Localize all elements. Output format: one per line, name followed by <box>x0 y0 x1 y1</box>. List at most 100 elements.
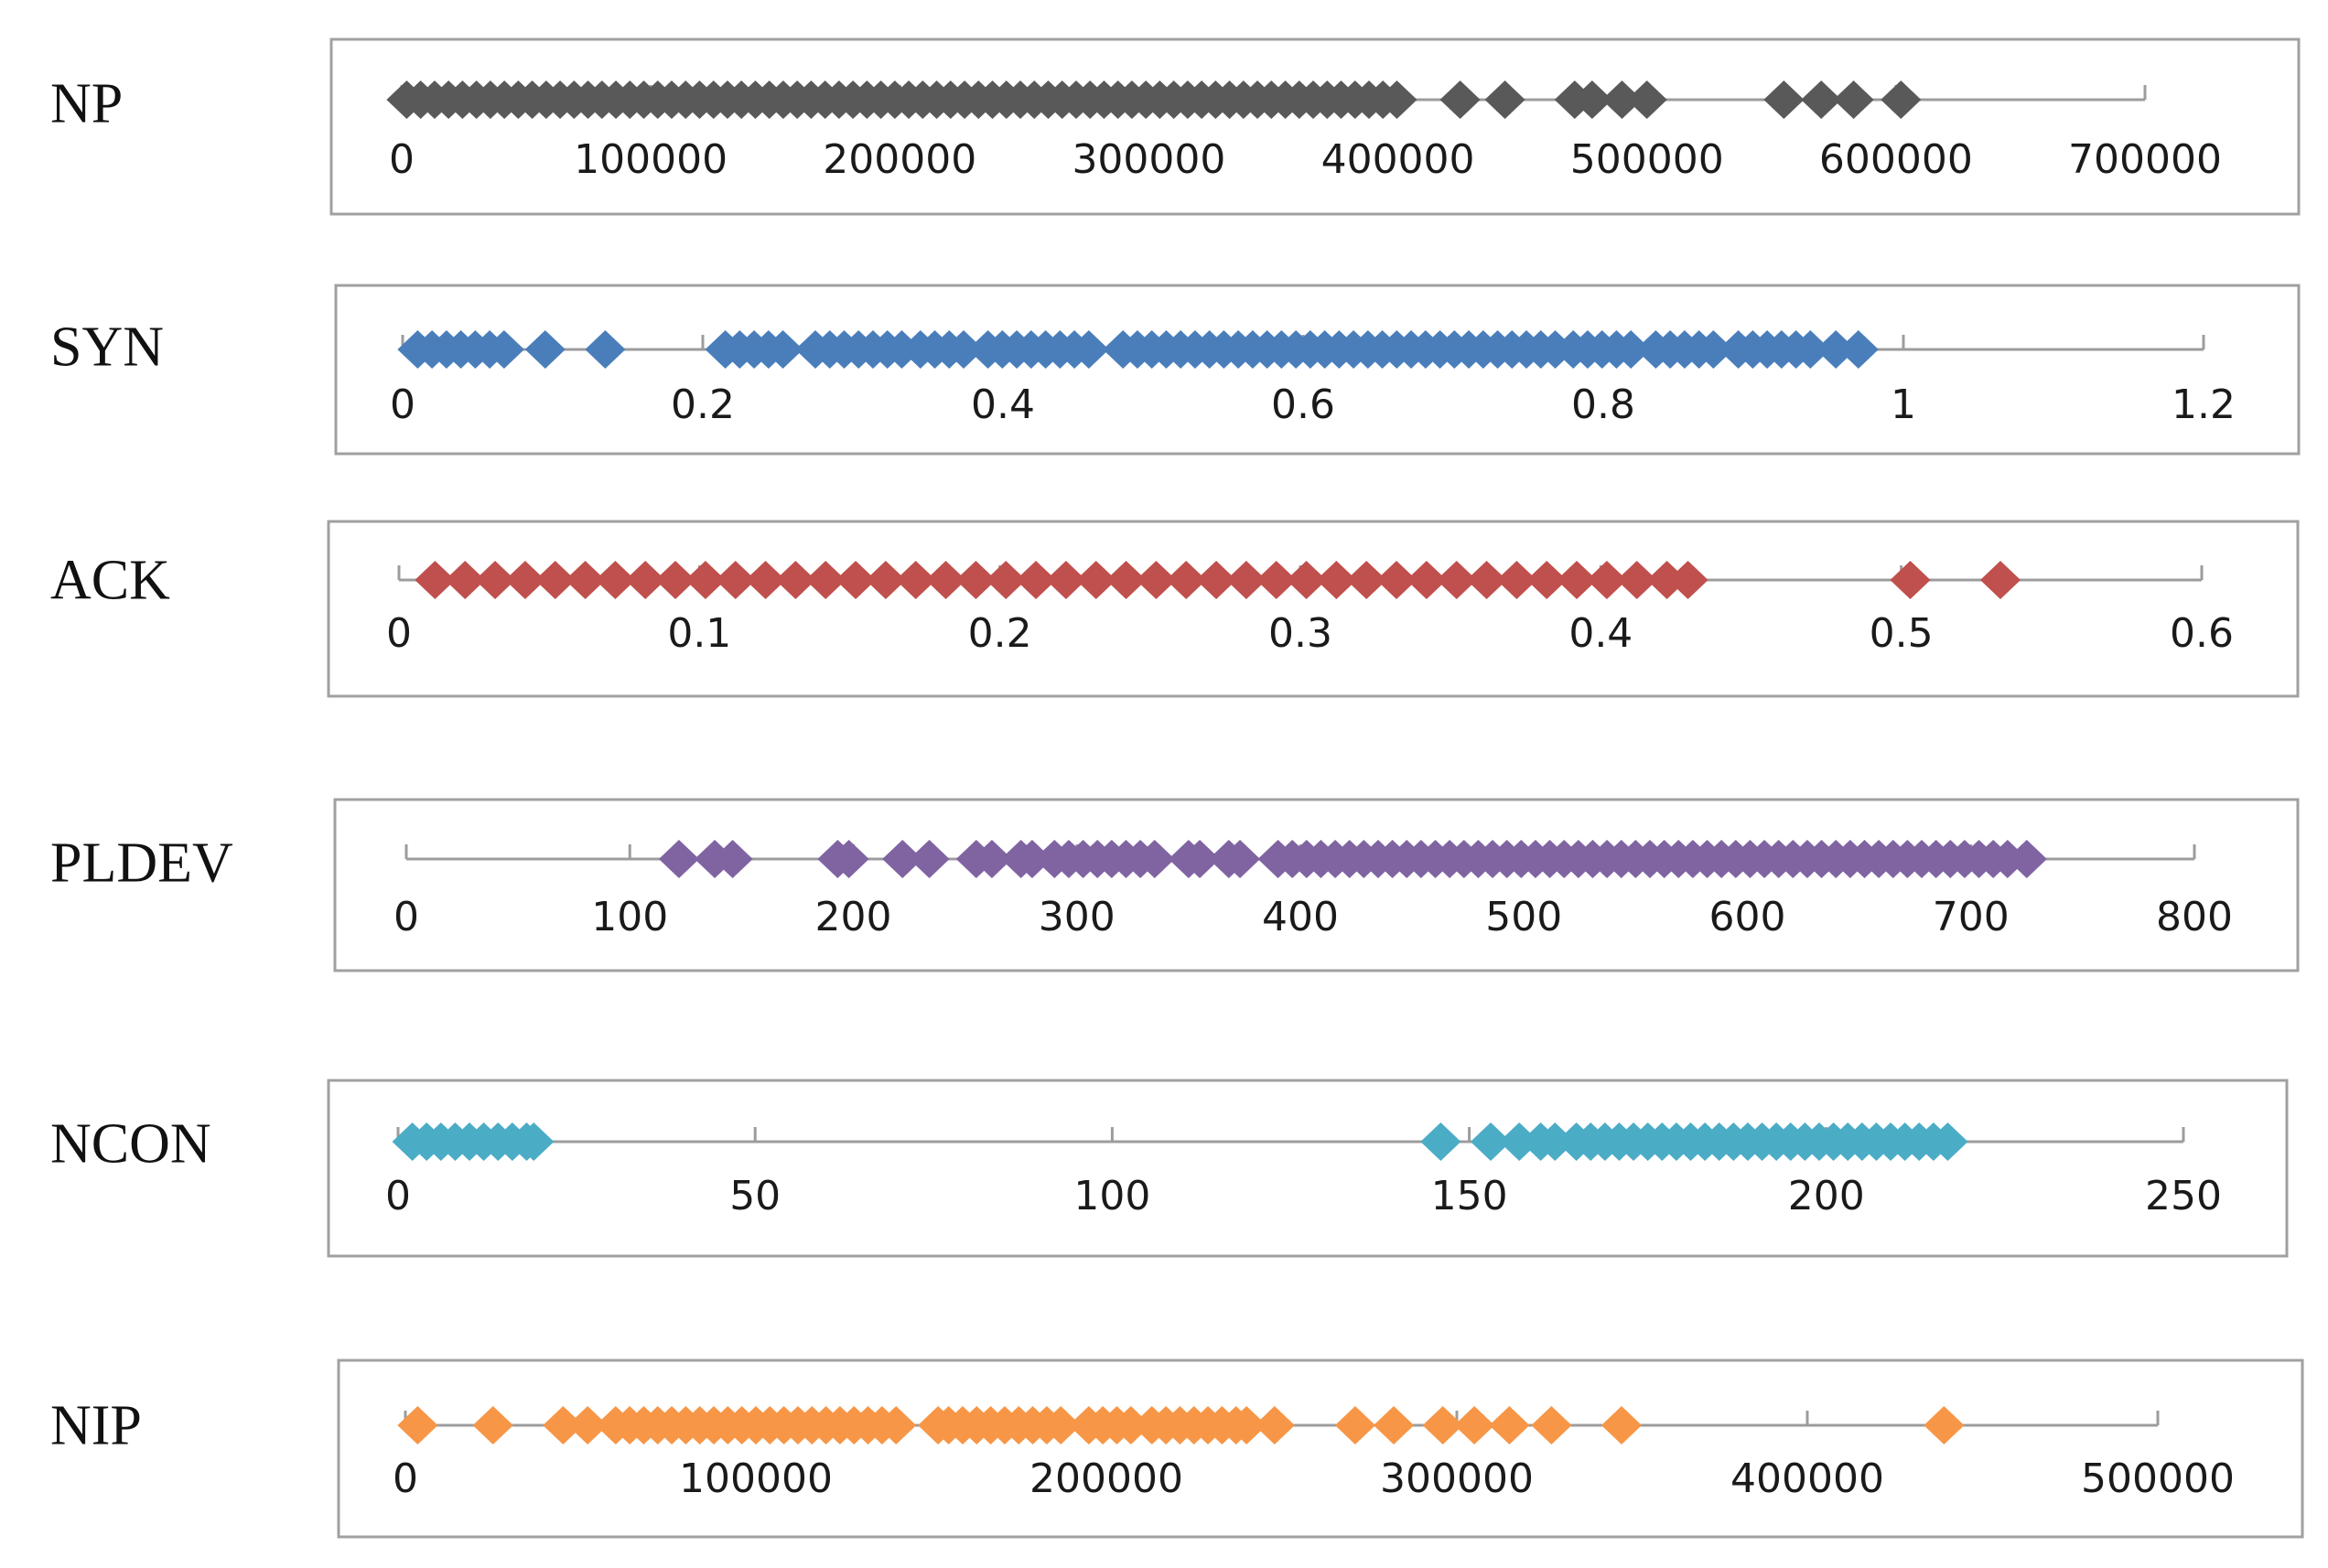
tick-label: 50 <box>729 1173 781 1219</box>
data-point <box>1374 1406 1415 1444</box>
tick-label: 200 <box>815 894 892 940</box>
data-point <box>835 561 877 599</box>
tick-label: 200000 <box>823 136 976 183</box>
row-label-ncon: NCON <box>50 1113 211 1176</box>
data-point <box>918 1406 959 1444</box>
row-label-nip: NIP <box>50 1395 142 1457</box>
tick-label: 0.6 <box>2170 610 2234 657</box>
tick-label: 250 <box>2145 1173 2222 1219</box>
data-point <box>1801 81 1842 119</box>
panel-pldev: PLDEV 0 100 200 300 400 500 600 700 800 <box>50 798 2300 972</box>
tick-label: 0.1 <box>667 610 731 657</box>
data-point <box>658 840 700 878</box>
tick-label: 700 <box>1933 894 2010 940</box>
data-point <box>1134 840 1175 878</box>
data-point <box>1616 561 1657 599</box>
tick-label: 1 <box>1891 381 1916 428</box>
panel-ack: ACK 0 0.1 0.2 0.3 0.4 0.5 0.6 <box>50 520 2300 698</box>
data-point <box>1105 561 1147 599</box>
data-point <box>1180 840 1221 878</box>
data-point <box>1881 81 1922 119</box>
data-point <box>955 561 997 599</box>
panel-syn: SYN 0 0.2 0.4 0.6 0.8 1 1.2 <box>50 284 2301 456</box>
row-label-np: NP <box>50 73 123 135</box>
data-point <box>1833 81 1874 119</box>
tick-label: 0.3 <box>1268 610 1332 657</box>
row-label-syn: SYN <box>50 317 164 379</box>
tick-label: 400000 <box>1730 1455 1884 1502</box>
data-point <box>1220 840 1261 878</box>
tick-label: 0.8 <box>1571 381 1635 428</box>
tick-label: 600000 <box>1819 136 1973 183</box>
data-point <box>1693 330 1734 369</box>
data-point <box>1286 561 1327 599</box>
tick-label: 500 <box>1485 894 1562 940</box>
data-point <box>1979 561 2021 599</box>
data-point <box>1600 1406 1643 1444</box>
data-point <box>1254 1406 1295 1444</box>
data-point <box>1646 561 1687 599</box>
data-point <box>1601 81 1643 119</box>
tick-label: 800 <box>2156 894 2233 940</box>
data-point <box>1422 1406 1463 1444</box>
data-point <box>1571 81 1612 119</box>
tick-label: 600 <box>1709 894 1786 940</box>
data-point <box>1611 330 1652 369</box>
data-point <box>1406 561 1447 599</box>
data-point <box>1466 561 1507 599</box>
data-point <box>513 1122 555 1161</box>
tick-label: 0 <box>386 610 412 657</box>
data-point <box>1166 561 1207 599</box>
row-label-ack: ACK <box>50 550 170 612</box>
tick-label: 300000 <box>1380 1455 1534 1502</box>
data-point <box>1136 561 1177 599</box>
data-point <box>925 561 966 599</box>
data-point <box>971 840 1012 878</box>
tick-label: 0.2 <box>968 610 1032 657</box>
panel-frame <box>327 520 2300 698</box>
data-point <box>1763 81 1805 119</box>
data-point <box>909 840 950 878</box>
data-point <box>1557 561 1598 599</box>
data-point <box>1376 561 1417 599</box>
data-point <box>472 1406 513 1444</box>
tick-label: 0.5 <box>1870 610 1934 657</box>
panel-frame <box>329 38 2301 216</box>
data-point <box>1011 840 1052 878</box>
tick-label: 300 <box>1039 894 1116 940</box>
data-point <box>943 330 985 369</box>
data-point <box>1436 561 1477 599</box>
data-point <box>1470 1122 1512 1161</box>
data-point <box>1016 561 1057 599</box>
data-point <box>715 561 756 599</box>
tick-label: 0 <box>385 1173 411 1219</box>
data-point <box>684 561 726 599</box>
tick-label: 400000 <box>1321 136 1475 183</box>
tick-label: 0 <box>393 894 419 940</box>
data-point <box>1531 1406 1572 1444</box>
row-label-pldev: PLDEV <box>50 832 233 895</box>
data-point <box>524 330 566 369</box>
data-point <box>1256 561 1297 599</box>
panel-np: NP 0 100000 200000 300000 400000 500000 600000 7… <box>50 38 2301 216</box>
data-point <box>1110 1406 1151 1444</box>
data-point <box>1068 330 1109 369</box>
data-point <box>828 840 869 878</box>
panel-frame <box>327 1079 2289 1258</box>
data-point <box>1439 81 1481 119</box>
data-point <box>397 1406 438 1444</box>
data-point <box>1346 561 1387 599</box>
data-point <box>1484 81 1525 119</box>
data-point <box>712 840 753 878</box>
data-point <box>1927 1122 1968 1161</box>
panel-frame <box>333 798 2300 972</box>
data-point <box>655 561 696 599</box>
data-point <box>475 561 516 599</box>
tick-label: 1.2 <box>2172 381 2236 428</box>
data-point <box>1454 1406 1495 1444</box>
tick-label: 200 <box>1788 1173 1865 1219</box>
data-point <box>2006 840 2047 878</box>
data-point <box>565 561 606 599</box>
panel-nip: NIP 0 100000 200000 300000 400000 500000 <box>50 1359 2304 1539</box>
